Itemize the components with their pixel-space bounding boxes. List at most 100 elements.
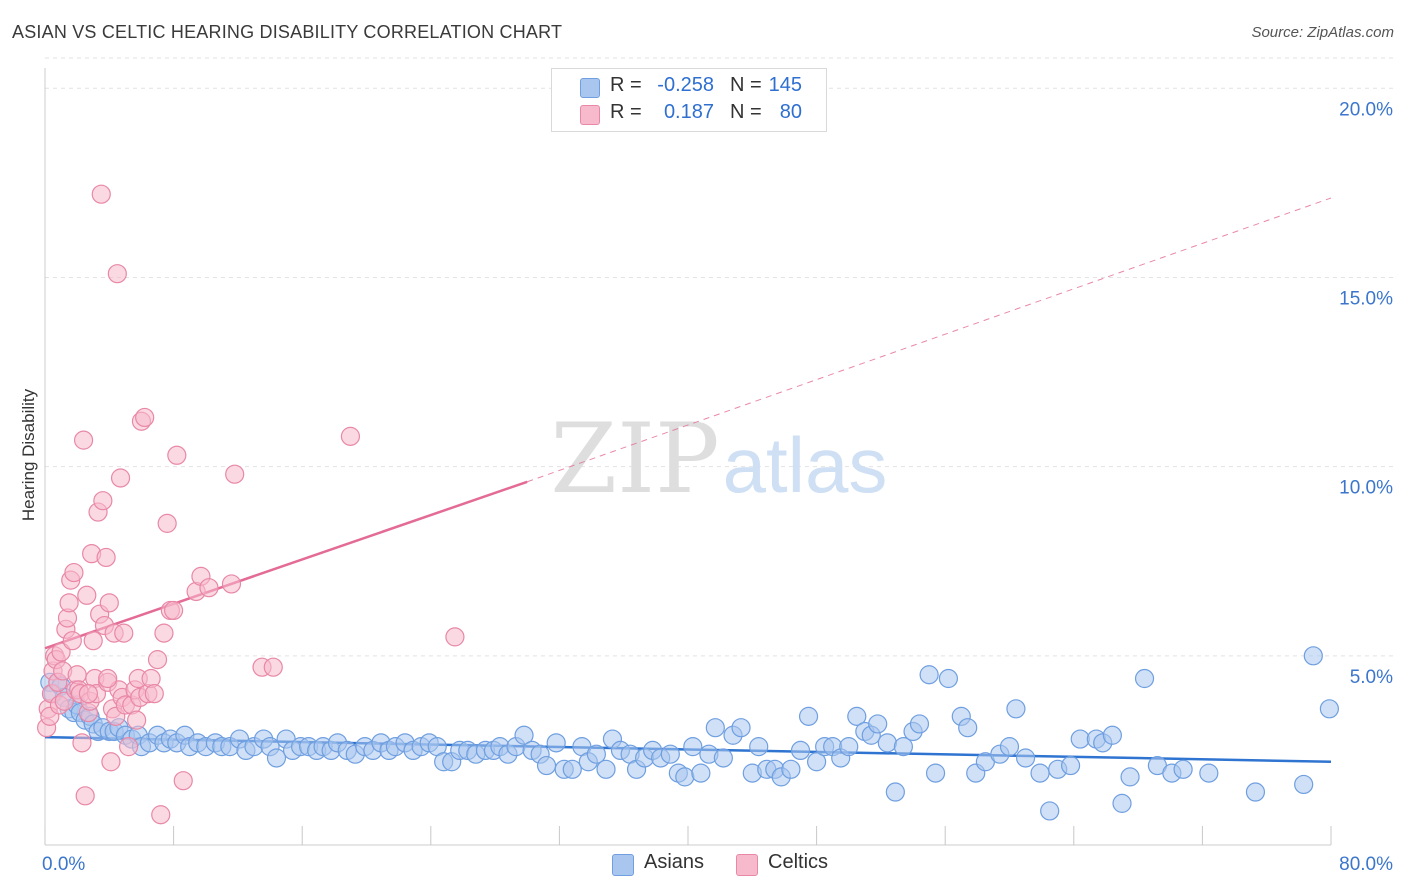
y-tick-label: 5.0% bbox=[1350, 667, 1393, 688]
chart-title: ASIAN VS CELTIC HEARING DISABILITY CORRE… bbox=[12, 22, 563, 42]
series-swatch-celtics bbox=[736, 854, 758, 876]
stats-legend: R = -0.258 N = 145 R = 0.187 N = 80 bbox=[551, 68, 827, 132]
data-point-asians bbox=[683, 737, 703, 757]
legend-swatch-asians bbox=[580, 78, 600, 98]
data-point-asians bbox=[919, 665, 939, 685]
data-point-asians bbox=[1102, 725, 1122, 745]
data-point-celtics bbox=[83, 631, 103, 651]
data-point-celtics bbox=[340, 426, 361, 446]
y-axis-label: Hearing Disability bbox=[19, 388, 38, 521]
series-label-celtics: Celtics bbox=[768, 851, 829, 873]
data-point-celtics bbox=[167, 445, 187, 465]
watermark-atlas: atlas bbox=[723, 421, 888, 509]
data-point-asians bbox=[536, 755, 557, 776]
data-point-celtics bbox=[101, 752, 121, 772]
data-point-celtics bbox=[221, 574, 242, 594]
trend-line-celtics bbox=[44, 480, 528, 650]
data-point-celtics bbox=[54, 691, 74, 711]
data-point-asians bbox=[713, 748, 733, 768]
y-tick-label: 20.0% bbox=[1339, 99, 1393, 120]
data-point-asians bbox=[1112, 793, 1132, 813]
data-point-asians bbox=[847, 706, 867, 726]
data-point-asians bbox=[1294, 774, 1314, 795]
data-point-celtics bbox=[77, 585, 97, 605]
data-point-asians bbox=[877, 733, 897, 753]
data-point-celtics bbox=[110, 468, 131, 488]
data-point-asians bbox=[1006, 699, 1026, 719]
data-point-asians bbox=[749, 737, 769, 757]
data-point-asians bbox=[958, 718, 978, 738]
watermark-zip: ZIP bbox=[550, 403, 719, 515]
data-point-celtics bbox=[51, 642, 71, 662]
data-point-celtics bbox=[99, 593, 119, 613]
y-tick-label: 10.0% bbox=[1339, 478, 1393, 499]
data-point-celtics bbox=[73, 430, 94, 450]
data-point-celtics bbox=[118, 737, 139, 757]
series-legend: Asians Celtics bbox=[0, 851, 1406, 879]
data-point-asians bbox=[562, 759, 582, 779]
data-point-asians bbox=[266, 748, 287, 768]
data-point-celtics bbox=[263, 657, 283, 677]
data-point-asians bbox=[868, 714, 888, 734]
watermark: ZIP atlas bbox=[550, 403, 887, 515]
legend-swatch-celtics bbox=[580, 105, 600, 125]
data-point-celtics bbox=[78, 684, 99, 704]
data-point-asians bbox=[1060, 755, 1081, 776]
data-point-asians bbox=[514, 725, 534, 745]
data-point-asians bbox=[1134, 668, 1155, 689]
data-point-celtics bbox=[164, 600, 184, 621]
data-point-asians bbox=[798, 706, 819, 726]
data-point-asians bbox=[839, 737, 859, 757]
data-point-asians bbox=[999, 737, 1020, 757]
data-point-celtics bbox=[127, 710, 147, 730]
data-point-celtics bbox=[72, 733, 92, 753]
data-point-celtics bbox=[173, 771, 193, 791]
data-point-celtics bbox=[144, 684, 164, 704]
data-point-celtics bbox=[98, 668, 118, 689]
data-point-asians bbox=[1040, 801, 1060, 821]
data-point-celtics bbox=[445, 627, 465, 647]
data-point-asians bbox=[790, 740, 811, 761]
legend-n-value: 145 bbox=[768, 74, 802, 96]
legend-r-label: R = bbox=[610, 101, 642, 123]
data-point-celtics bbox=[154, 623, 174, 643]
data-point-celtics bbox=[93, 491, 113, 511]
x-tick-label: 80.0% bbox=[1339, 854, 1393, 875]
legend-row-celtics: R = 0.187 N = 80 bbox=[552, 101, 826, 127]
data-point-asians bbox=[1199, 763, 1219, 783]
legend-n-label: N = bbox=[730, 101, 762, 123]
y-tick-label: 15.0% bbox=[1339, 288, 1393, 309]
legend-row-asians: R = -0.258 N = 145 bbox=[552, 74, 826, 100]
data-point-celtics bbox=[199, 578, 219, 598]
data-point-asians bbox=[1070, 729, 1090, 749]
x-tick-label: 0.0% bbox=[42, 854, 85, 875]
data-point-asians bbox=[1015, 748, 1036, 768]
x-tick-labels: 0.0% 80.0% bbox=[42, 854, 1393, 875]
data-point-asians bbox=[731, 718, 751, 738]
data-point-asians bbox=[1030, 763, 1050, 783]
data-point-asians bbox=[660, 744, 680, 764]
legend-r-value: 0.187 bbox=[663, 101, 714, 123]
data-point-asians bbox=[1303, 646, 1323, 666]
data-point-celtics bbox=[96, 547, 116, 568]
legend-r-label: R = bbox=[610, 74, 642, 96]
data-point-celtics bbox=[147, 650, 168, 670]
data-point-asians bbox=[1173, 759, 1193, 779]
data-point-asians bbox=[1120, 767, 1140, 787]
data-point-asians bbox=[925, 763, 946, 783]
data-point-celtics bbox=[59, 593, 79, 613]
source-label: Source: ZipAtlas.com bbox=[1251, 24, 1394, 41]
data-point-asians bbox=[705, 718, 725, 738]
data-point-celtics bbox=[91, 184, 111, 204]
legend-n-value: 80 bbox=[779, 101, 802, 123]
trend-line-celtics-extension bbox=[527, 197, 1332, 483]
data-point-asians bbox=[546, 733, 566, 753]
data-point-celtics bbox=[64, 562, 84, 583]
data-point-asians bbox=[806, 752, 827, 772]
data-point-celtics bbox=[75, 786, 95, 806]
data-point-celtics bbox=[107, 264, 127, 284]
data-point-asians bbox=[675, 767, 695, 787]
legend-n-label: N = bbox=[730, 74, 762, 96]
data-point-asians bbox=[893, 737, 914, 757]
grid bbox=[45, 57, 1393, 657]
